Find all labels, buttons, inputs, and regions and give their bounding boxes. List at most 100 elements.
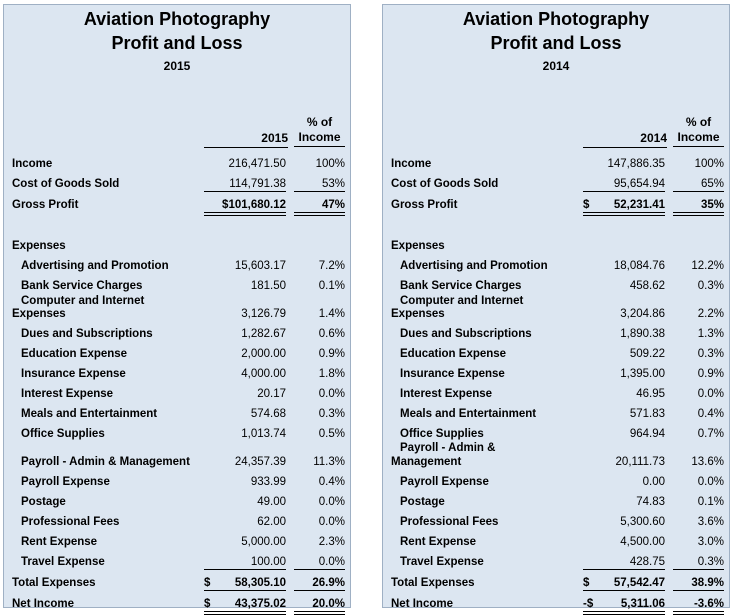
report-title: Profit and Loss [490,33,622,53]
expense-amount: 571.83 [629,408,665,420]
pct-header-line1: % of [306,115,333,129]
expense-row: Postage 74.83 0.1% [383,494,729,510]
expense-label: Office Supplies [400,428,484,440]
expense-amount: 3,126.79 [241,308,286,320]
expense-amount: 3,204.86 [620,308,665,320]
expense-label: Education Expense [400,348,507,360]
expense-pct: 0.0% [318,388,345,400]
gross-profit-label: Gross Profit [391,199,458,211]
expense-pct: 13.6% [691,456,724,468]
income-pct: 100% [694,158,724,170]
report-year: 2014 [542,59,570,73]
total-expenses-label: Total Expenses [12,577,96,589]
expense-row: Meals and Entertainment 574.68 0.3% [4,406,350,422]
expense-label: Meals and Entertainment [400,408,537,420]
expense-amount: 15,603.17 [234,260,286,272]
expense-row: Expenses 3,204.86 2.2% [383,306,729,322]
cogs-amount: 95,654.94 [583,176,665,192]
expense-row: Office Supplies 964.94 0.7% [383,426,729,442]
expense-amount: 509.22 [629,348,665,360]
expense-amount: 18,084.76 [613,260,665,272]
expense-row: Advertising and Promotion 18,084.76 12.2… [383,258,729,274]
currency-symbol: $ [204,577,211,589]
expense-row: Payroll - Admin & Management 24,357.39 1… [4,454,350,470]
expense-label: Travel Expense [400,556,484,568]
expense-pct: 0.0% [318,496,345,508]
income-label: Income [12,158,53,170]
expense-amount: 933.99 [250,476,286,488]
expense-label: Postage [21,496,66,508]
expense-label: Travel Expense [21,556,105,568]
pl-panel-2014: Aviation Photography Profit and Loss 201… [382,4,730,615]
net-income-pct: 20.0% [294,596,345,615]
expense-amount: 1,282.67 [241,328,286,340]
expense-label: Bank Service Charges [400,280,522,292]
expense-pct: 0.0% [697,476,724,488]
expense-amount: 181.50 [250,280,286,292]
expense-pct: 0.3% [697,348,724,360]
cogs-label: Cost of Goods Sold [391,178,499,190]
expense-label: Insurance Expense [21,368,126,380]
pct-header-line1: % of [685,115,712,129]
expense-amount: 1,890.38 [620,328,665,340]
income-amount: 147,886.35 [607,158,665,170]
expense-row: Travel Expense 100.00 0.0% [4,554,350,570]
expense-label: Bank Service Charges [21,280,143,292]
pct-header-line2: Income [298,130,341,144]
total-expenses-label: Total Expenses [391,577,475,589]
expense-label: Payroll - Admin & [400,442,496,454]
expense-amount: 458.62 [629,280,665,292]
expense-row: Interest Expense 46.95 0.0% [383,386,729,402]
expense-label: Expenses [12,308,66,320]
expense-pct: 0.6% [318,328,345,340]
expense-label: Professional Fees [21,516,120,528]
gross-profit-pct: 35% [673,197,724,216]
expense-pct: 0.3% [318,408,345,420]
expense-pct: 2.3% [318,536,345,548]
amount-value: 5,311.06 [620,598,665,610]
expenses-header: Expenses [391,240,445,252]
amount-value: 43,375.02 [234,598,286,610]
expense-pct: 0.7% [697,428,724,440]
expense-pct: 0.5% [318,428,345,440]
expense-label: Insurance Expense [400,368,505,380]
net-income-row: Net Income $43,375.02 20.0% [4,596,350,615]
amount-value: 58,305.10 [234,577,286,589]
expense-row: Advertising and Promotion 15,603.17 7.2% [4,258,350,274]
gross-profit-row: Gross Profit $52,231.41 35% [383,197,729,216]
total-expenses-row: Total Expenses $58,305.10 26.9% [4,575,350,591]
expense-label: Expenses [391,308,445,320]
total-expenses-amount: $57,542.47 [583,575,665,591]
expense-label: Computer and Internet [21,295,145,307]
gross-profit-row: Gross Profit $101,680.12 47% [4,197,350,216]
expense-row: Bank Service Charges 181.50 0.1% [4,278,350,294]
total-expenses-pct: 26.9% [294,575,345,591]
expense-row: Education Expense 509.22 0.3% [383,346,729,362]
expense-row: Rent Expense 5,000.00 2.3% [4,534,350,550]
expense-row: Payroll Expense 933.99 0.4% [4,474,350,490]
expense-row: Bank Service Charges 458.62 0.3% [383,278,729,294]
expense-label: Payroll Expense [21,476,110,488]
currency-symbol: $ [204,598,211,610]
expense-amount: 100.00 [204,554,286,570]
expense-pct: 0.0% [318,516,345,528]
expense-label: Management [391,456,462,468]
expense-row: Professional Fees 5,300.60 3.6% [383,514,729,530]
expense-label: Interest Expense [21,388,114,400]
expense-amount: 428.75 [583,554,665,570]
expense-row: Insurance Expense 4,000.00 1.8% [4,366,350,382]
expense-label: Rent Expense [400,536,477,548]
expense-row: Interest Expense 20.17 0.0% [4,386,350,402]
expense-label: Dues and Subscriptions [400,328,532,340]
expense-pct: 0.0% [294,554,345,570]
expense-label: Payroll - Admin & Management [21,456,190,468]
expense-amount: 4,000.00 [241,368,286,380]
pl-panel-2015: Aviation Photography Profit and Loss 201… [3,4,351,615]
report-title: Profit and Loss [111,33,243,53]
expense-label: Advertising and Promotion [400,260,548,272]
expense-pct: 0.9% [318,348,345,360]
expense-amount: 46.95 [636,388,665,400]
expense-pct: 0.3% [673,554,724,570]
report-year: 2015 [163,59,191,73]
expense-row: Expenses 3,126.79 1.4% [4,306,350,322]
